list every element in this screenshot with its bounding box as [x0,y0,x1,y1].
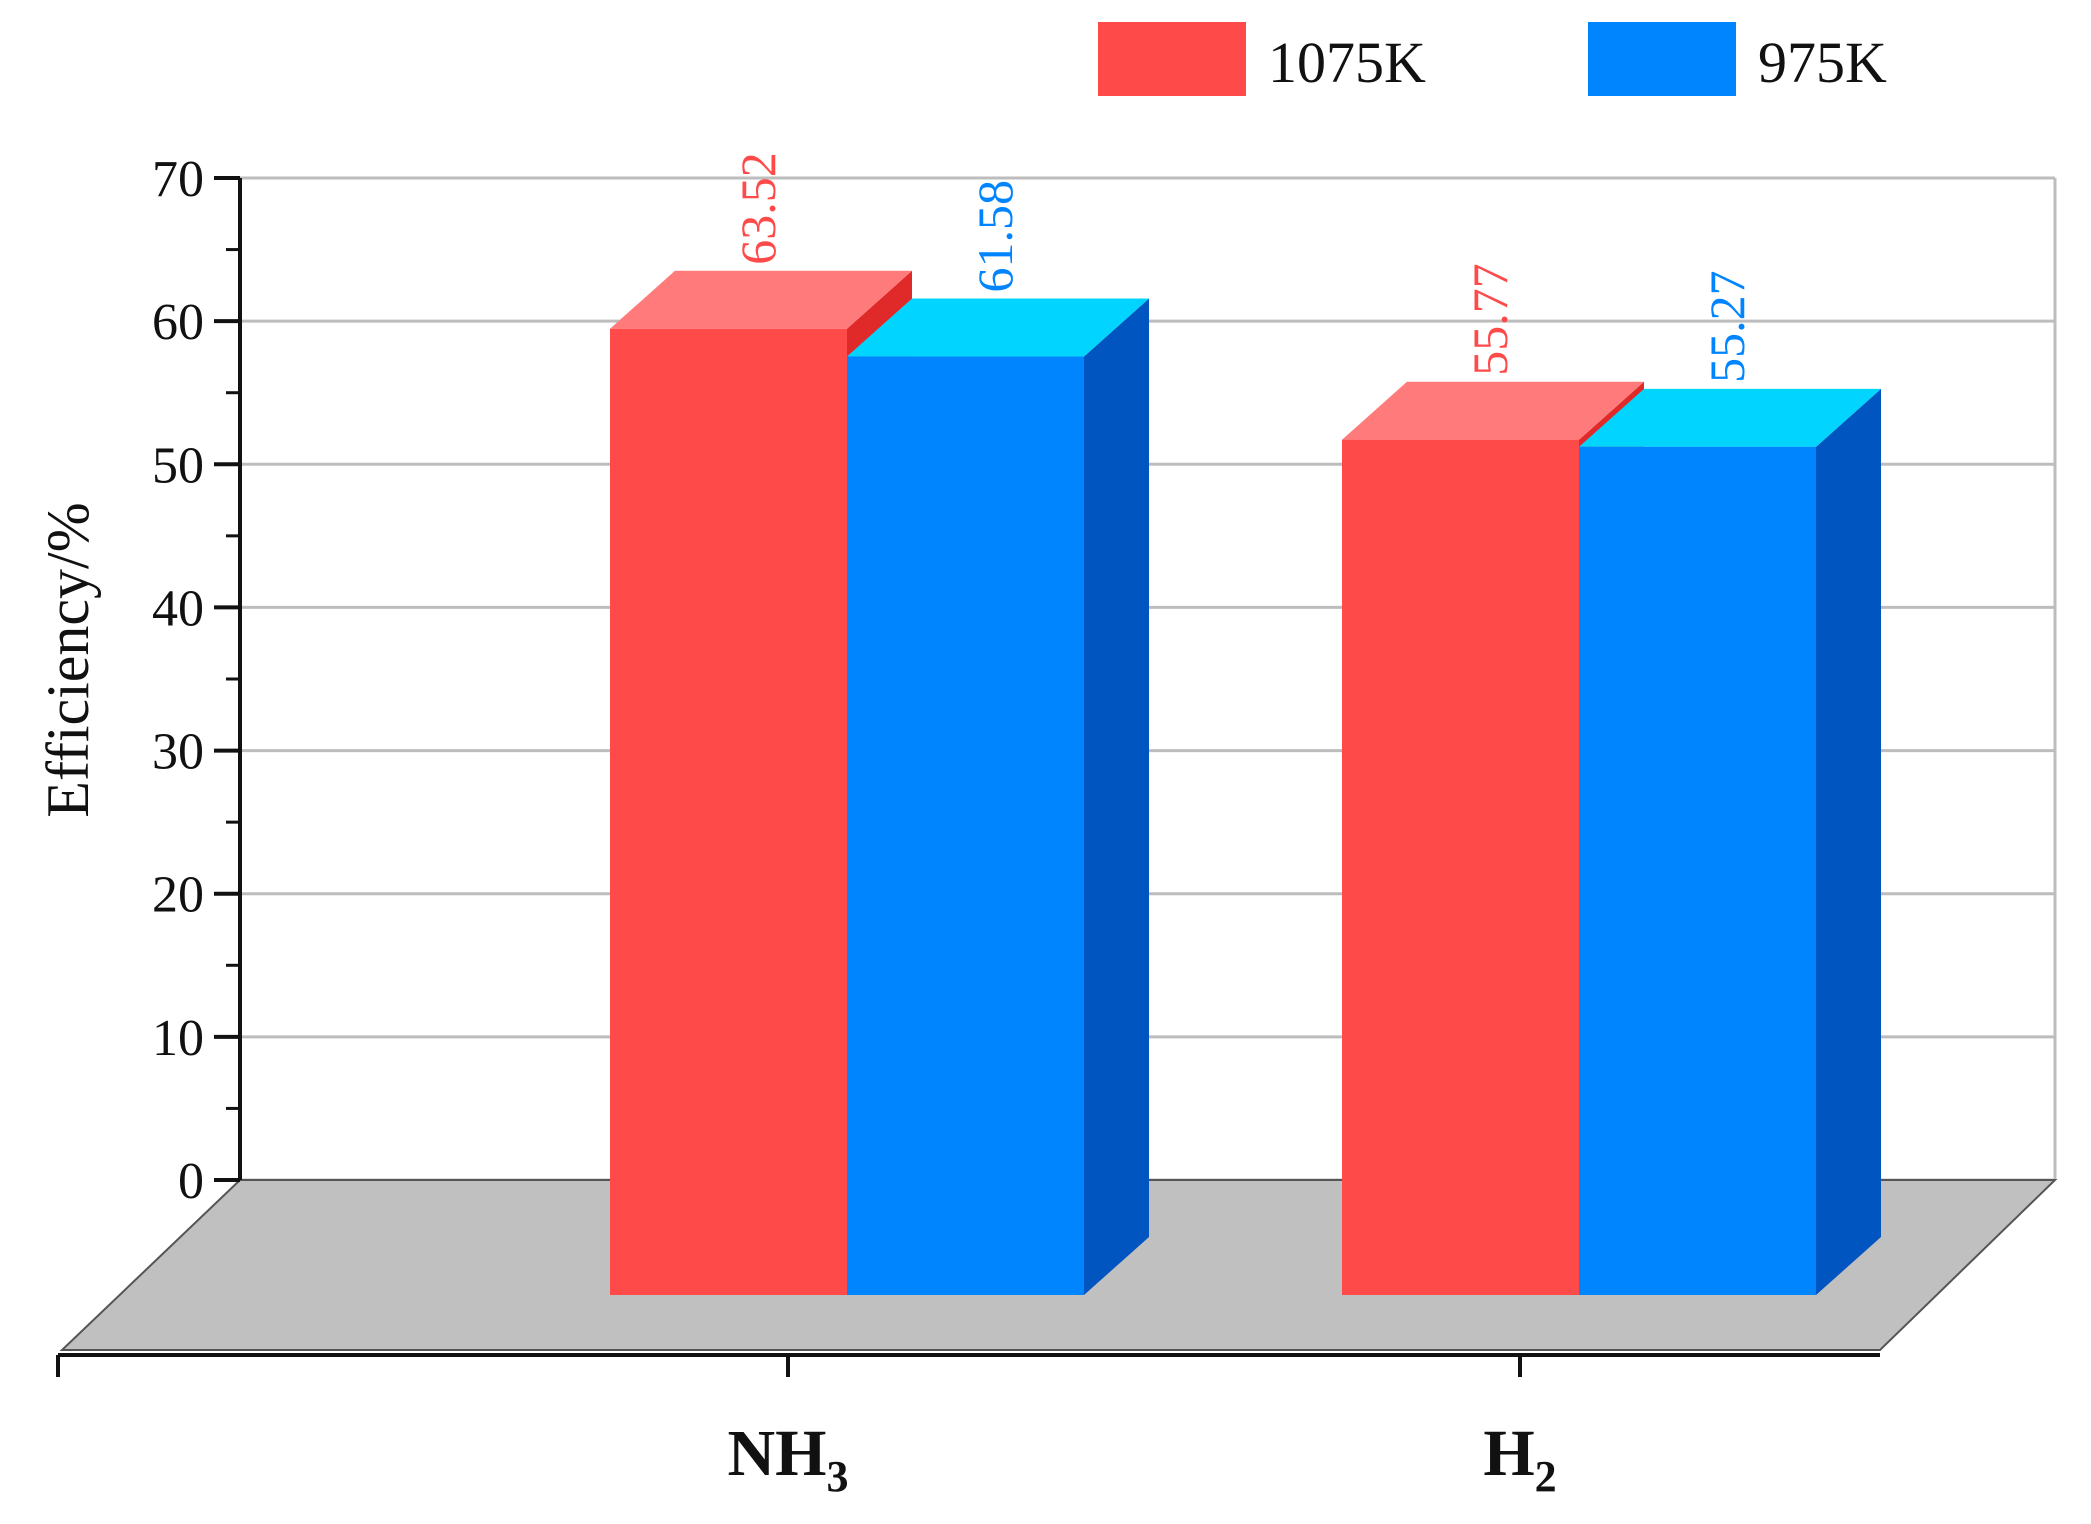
legend-label: 975K [1758,30,1887,95]
bar-side-face [1816,388,1881,1295]
y-tick-label: 20 [152,867,204,924]
bar-975K-NH3 [847,298,1149,1296]
data-labels: 63.52 61.58 55.77 55.27 [730,152,1755,383]
legend-swatch [1098,22,1246,96]
y-tick-label: 60 [152,294,204,351]
bar-975K-H2 [1579,388,1881,1295]
legend-item: 975K [1588,22,1887,96]
y-tick-label: 30 [152,724,204,781]
bar-front-face [1342,439,1579,1296]
x-axis: NH3 H2 [56,1353,1880,1501]
bar-top-face [610,270,912,329]
y-tick-label: 10 [152,1010,204,1067]
bar-front-face [847,356,1084,1296]
data-label: 55.27 [1699,270,1755,383]
y-tick-label: 0 [178,1153,204,1210]
bars [610,270,1881,1296]
bar-side-face [1084,298,1149,1296]
data-label: 55.77 [1462,263,1518,376]
y-tick-label: 50 [152,437,204,494]
x-category-label: H2 [1483,1417,1556,1501]
data-label: 63.52 [730,152,786,265]
bar-top-face [1579,388,1881,447]
y-axis: 0 10 20 30 40 50 60 70 [152,151,242,1210]
x-category-label: NH3 [728,1417,849,1501]
legend-item: 1075K [1098,22,1426,96]
bar-front-face [1579,446,1816,1295]
bar-front-face [610,328,847,1295]
legend: 1075K 975K [1098,22,1887,96]
y-tick-label: 40 [152,580,204,637]
bar-top-face [1342,381,1644,440]
data-label: 61.58 [967,180,1023,293]
y-axis-title: Efficiency/% [35,502,101,817]
y-tick-label: 70 [152,151,204,208]
legend-swatch [1588,22,1736,96]
bar-top-face [847,298,1149,357]
legend-label: 1075K [1268,30,1426,95]
